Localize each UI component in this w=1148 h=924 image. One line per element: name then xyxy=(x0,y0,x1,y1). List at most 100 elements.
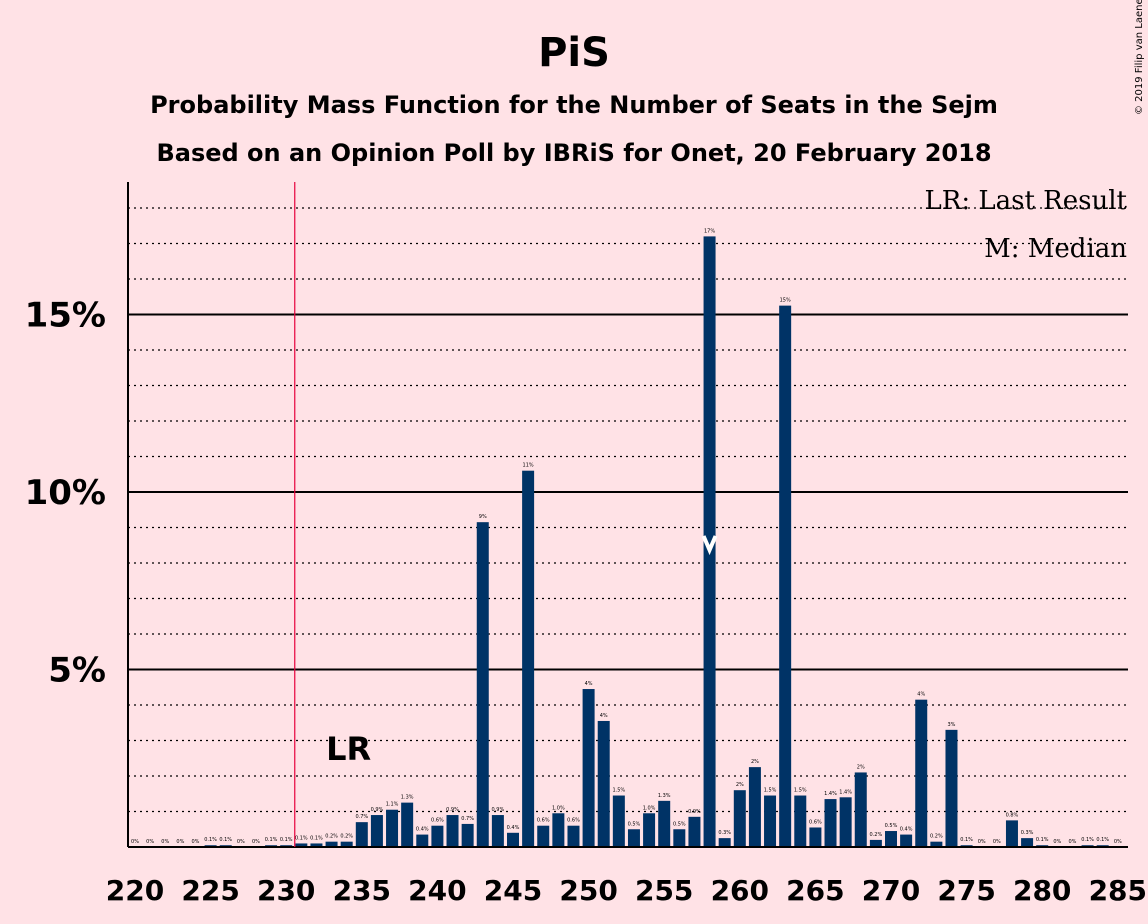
chart-title: PiS xyxy=(538,30,610,76)
bar xyxy=(612,795,625,847)
bar xyxy=(340,841,353,847)
x-tick-label: 225 xyxy=(181,874,239,907)
bar-value-label: 0.5% xyxy=(885,823,898,829)
x-tick-label: 240 xyxy=(408,874,466,907)
bar-value-label: 0% xyxy=(176,839,184,845)
bar-value-label: 0.1% xyxy=(1081,837,1094,843)
bar-value-label: 3% xyxy=(948,722,956,728)
bar xyxy=(718,838,731,847)
bar-value-label: 0.1% xyxy=(280,837,293,843)
x-tick-label: 255 xyxy=(635,874,693,907)
bar-value-label: 0.1% xyxy=(265,837,278,843)
bar-value-label: 0% xyxy=(252,839,260,845)
bar xyxy=(658,800,671,847)
bar-value-label: 0.4% xyxy=(507,825,520,831)
bar-value-label: 0.5% xyxy=(628,821,641,827)
bar xyxy=(839,797,852,847)
legend-last-result: LR: Last Result xyxy=(924,186,1127,216)
bar xyxy=(885,831,897,847)
bar xyxy=(310,843,323,847)
bar xyxy=(643,813,656,847)
bar xyxy=(401,802,414,847)
bar xyxy=(416,834,429,847)
bar xyxy=(552,813,565,847)
x-tick-label: 245 xyxy=(484,874,542,907)
bar-value-label: 0.2% xyxy=(870,832,883,838)
bar-value-label: 0.6% xyxy=(431,818,444,824)
bar xyxy=(900,834,913,847)
bar xyxy=(915,699,928,847)
y-tick-label: 5% xyxy=(48,651,106,691)
bar-value-label: 0% xyxy=(161,839,169,845)
bar xyxy=(703,236,716,847)
bar-value-label: 15% xyxy=(780,298,791,304)
bar-value-label: 1.3% xyxy=(401,795,414,801)
x-tick-label: 235 xyxy=(333,874,391,907)
bar xyxy=(295,843,308,847)
bar-value-label: 0.2% xyxy=(325,834,338,840)
bar-value-label: 0.6% xyxy=(567,818,580,824)
bar-value-label: 11% xyxy=(523,463,534,469)
bar xyxy=(1005,820,1018,847)
bar-value-label: 0% xyxy=(237,839,245,845)
bar xyxy=(567,825,580,847)
chart-subtitle-2: Based on an Opinion Poll by IBRiS for On… xyxy=(156,139,991,167)
bar-value-label: 0.7% xyxy=(461,816,474,822)
bar-value-label: 1.4% xyxy=(824,791,837,797)
bar-value-label: 0.9% xyxy=(492,807,505,813)
bar-value-label: 0.4% xyxy=(416,827,429,833)
bar xyxy=(809,827,822,847)
x-tick-labels: 220 225 230 235 240 245 250 255 260 265 270 275 280 2… xyxy=(106,874,1147,907)
bar-value-label: 1.5% xyxy=(764,788,777,794)
bar-value-label: 0% xyxy=(146,839,154,845)
bar xyxy=(582,689,595,847)
bar xyxy=(476,522,489,847)
bar-value-label: 2% xyxy=(736,782,744,788)
bar-value-label: 17% xyxy=(704,228,715,234)
bar-value-label: 4% xyxy=(585,681,593,687)
bar-value-label: 0.4% xyxy=(900,827,913,833)
bar-value-label: 2% xyxy=(857,764,865,770)
bar-value-label: 0.5% xyxy=(673,821,686,827)
bar xyxy=(688,816,701,847)
bar xyxy=(537,825,550,847)
bar-value-label: 1.3% xyxy=(658,793,671,799)
x-tick-label: 280 xyxy=(1013,874,1071,907)
bar-value-label: 0.2% xyxy=(340,834,353,840)
bar xyxy=(764,795,777,847)
bar-value-label: 0.7% xyxy=(355,814,368,820)
bar-value-label: 0% xyxy=(1053,839,1061,845)
bar-value-label: 1.5% xyxy=(794,788,807,794)
bar-value-label: 0.1% xyxy=(219,837,232,843)
bar-value-label: 0% xyxy=(1114,839,1122,845)
bar xyxy=(779,305,792,847)
copyright-notice: © 2019 Filip van Laenen xyxy=(1134,0,1145,115)
bar xyxy=(325,841,338,847)
bar-labels-layer: 0% 0% 0% 0% 0% 0.1% 0.1% 0% 0% 0.1% 0.1% 0.1% 0.1% 0.… xyxy=(131,228,1122,845)
median-marker xyxy=(701,535,718,556)
x-tick-label: 250 xyxy=(559,874,617,907)
bar-value-label: 1.1% xyxy=(386,802,399,808)
bar xyxy=(355,822,368,847)
y-tick-label: 15% xyxy=(25,296,106,336)
x-tick-label: 275 xyxy=(937,874,995,907)
bar xyxy=(446,815,459,847)
bar-value-label: 0% xyxy=(978,839,986,845)
bar xyxy=(461,823,474,847)
bar-value-label: 4% xyxy=(600,713,608,719)
chart-subtitle-1: Probability Mass Function for the Number… xyxy=(150,91,998,119)
bar xyxy=(386,809,399,847)
bar-value-label: 0.6% xyxy=(537,818,550,824)
bar-value-label: 0.6% xyxy=(809,819,822,825)
bar xyxy=(794,795,807,847)
bar-value-label: 0% xyxy=(993,839,1001,845)
x-tick-label: 220 xyxy=(106,874,164,907)
bar xyxy=(673,829,686,847)
bar xyxy=(491,815,504,847)
bar-value-label: 0.1% xyxy=(204,837,217,843)
bar xyxy=(507,832,519,847)
bar-value-label: 0.1% xyxy=(310,835,323,841)
bar-value-label: 1.0% xyxy=(643,805,656,811)
bar xyxy=(869,839,882,847)
